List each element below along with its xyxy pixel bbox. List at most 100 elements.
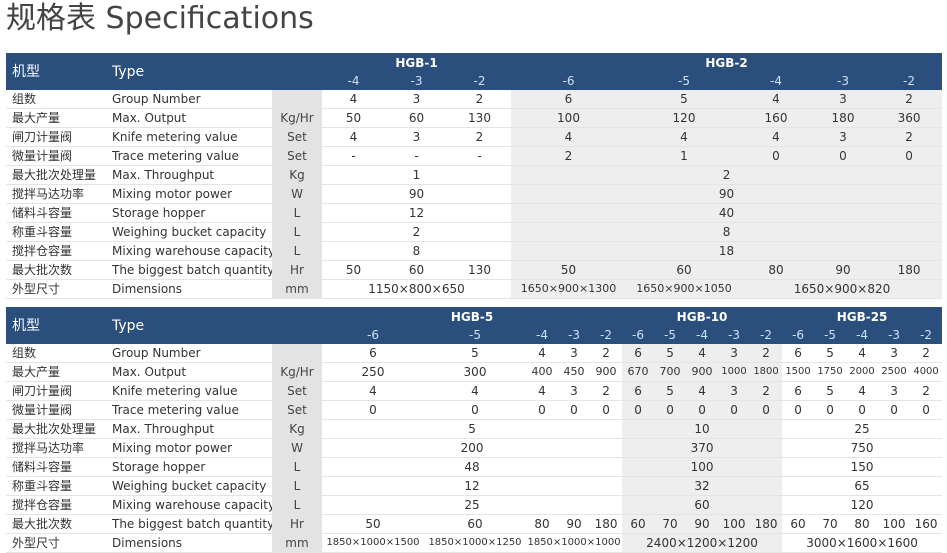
cell: 180: [876, 260, 943, 280]
header-row: 机型 Type HGB-5 HGB-10 HGB-25: [6, 307, 943, 344]
cell: 1650×900×1050: [626, 279, 742, 299]
cell: 4: [322, 381, 424, 401]
cell: 2: [910, 344, 943, 363]
variant: -3: [810, 72, 876, 90]
cell: 5: [322, 419, 623, 439]
row-unit: W: [272, 184, 322, 204]
row-unit: W: [272, 438, 322, 458]
cell: 2: [876, 90, 943, 109]
cell: 130: [448, 108, 511, 128]
cell: 130: [448, 260, 511, 280]
cell: 1150×800×650: [322, 279, 511, 299]
row-unit: Kg: [272, 419, 322, 439]
variant: -5: [654, 326, 687, 344]
row-label-en: Knife metering value: [108, 127, 272, 147]
cell: 750: [782, 438, 943, 458]
row-mixing-warehouse: 搅拌仓容量 Mixing warehouse capacity L 25 60 …: [6, 495, 943, 515]
row-max-throughput: 最大批次处理量 Max. Throughput Kg 1 2: [6, 165, 943, 185]
row-knife: 闸刀计量阀 Knife metering value Set 4 4 4 3 2…: [6, 381, 943, 401]
cell: 2: [511, 165, 943, 185]
cell: 0: [846, 400, 879, 420]
cell: 900: [590, 362, 623, 382]
cell: 1800: [750, 362, 783, 382]
cell: 3: [878, 344, 911, 363]
model-hgb-2: HGB-2: [511, 53, 943, 72]
variant: -5: [626, 72, 742, 90]
row-unit: L: [272, 476, 322, 496]
cell: 50: [511, 260, 626, 280]
variant: -2: [448, 72, 511, 90]
row-unit: Set: [272, 127, 322, 147]
row-label-cn: 搅拌马达功率: [6, 438, 108, 458]
row-label-en: Max. Throughput: [108, 419, 272, 439]
row-unit: Kg/Hr: [272, 108, 322, 128]
variant: -6: [322, 326, 424, 344]
cell: 5: [654, 344, 687, 363]
cell: 6: [622, 344, 655, 363]
cell: 0: [424, 400, 526, 420]
cell: 12: [322, 203, 511, 223]
unit-header: [272, 53, 322, 90]
row-label-cn: 最大批次处理量: [6, 165, 108, 185]
cell: 4000: [910, 362, 943, 382]
cell: 2: [448, 127, 511, 147]
cell: -: [322, 146, 385, 166]
row-label-en: Dimensions: [108, 279, 272, 299]
cell: 32: [622, 476, 783, 496]
cell: 300: [424, 362, 526, 382]
row-trace: 微量计量阀 Trace metering value Set - - - 2 1…: [6, 146, 943, 166]
cell: 0: [876, 146, 943, 166]
cell: 0: [910, 400, 943, 420]
row-label-cn: 称重斗容量: [6, 222, 108, 242]
cell: 4: [511, 127, 626, 147]
row-unit: L: [272, 457, 322, 477]
cell: 100: [878, 514, 911, 534]
row-label-en: Max. Output: [108, 362, 272, 382]
cell: 0: [814, 400, 847, 420]
cell: 1650×900×820: [742, 279, 943, 299]
cell: 60: [622, 495, 783, 515]
cell: 4: [742, 90, 810, 109]
row-label-en: The biggest batch quantity: [108, 514, 272, 534]
cell: 90: [511, 184, 943, 204]
cell: -: [385, 146, 448, 166]
variant: -2: [750, 326, 783, 344]
cell: 0: [622, 400, 655, 420]
row-label-en: Max. Throughput: [108, 165, 272, 185]
cell: 0: [878, 400, 911, 420]
cell: 3: [810, 90, 876, 109]
cell: 150: [782, 457, 943, 477]
row-storage-hopper: 储料斗容量 Storage hopper L 12 40: [6, 203, 943, 223]
row-max-output: 最大产量 Max. Output Kg/Hr 250 300 400 450 9…: [6, 362, 943, 382]
cell: 8: [511, 222, 943, 242]
cell: 0: [686, 400, 719, 420]
row-label-en: Trace metering value: [108, 400, 272, 420]
row-label-cn: 最大产量: [6, 362, 108, 382]
row-storage-hopper: 储料斗容量 Storage hopper L 48 100 150: [6, 457, 943, 477]
variant: -5: [424, 326, 526, 344]
variant-row: -6 -5 -4 -3 -2 -6 -5 -4 -3 -2 -6 -5 -4 -…: [6, 326, 943, 344]
cell: 370: [622, 438, 783, 458]
row-mixing-warehouse: 搅拌仓容量 Mixing warehouse capacity L 8 18: [6, 241, 943, 261]
row-unit: L: [272, 203, 322, 223]
cell: 4: [742, 127, 810, 147]
cell: 90: [558, 514, 590, 534]
cell: 2: [511, 146, 626, 166]
row-label-cn: 组数: [6, 344, 108, 363]
row-dimensions: 外型尺寸 Dimensions mm 1150×800×650 1650×900…: [6, 279, 943, 299]
cell: 10: [622, 419, 783, 439]
row-label-en: Group Number: [108, 90, 272, 109]
variant: -4: [742, 72, 810, 90]
row-weighing-bucket: 称重斗容量 Weighing bucket capacity L 2 8: [6, 222, 943, 242]
cell: 2: [590, 381, 623, 401]
row-knife: 闸刀计量阀 Knife metering value Set 4 3 2 4 4…: [6, 127, 943, 147]
row-label-en: Mixing motor power: [108, 438, 272, 458]
cell: 160: [910, 514, 943, 534]
cell: 1650×900×1300: [511, 279, 626, 299]
row-weighing-bucket: 称重斗容量 Weighing bucket capacity L 12 32 6…: [6, 476, 943, 496]
row-label-en: Storage hopper: [108, 457, 272, 477]
cell: 0: [810, 146, 876, 166]
row-unit: L: [272, 222, 322, 242]
cell: 180: [590, 514, 623, 534]
cell: 700: [654, 362, 687, 382]
